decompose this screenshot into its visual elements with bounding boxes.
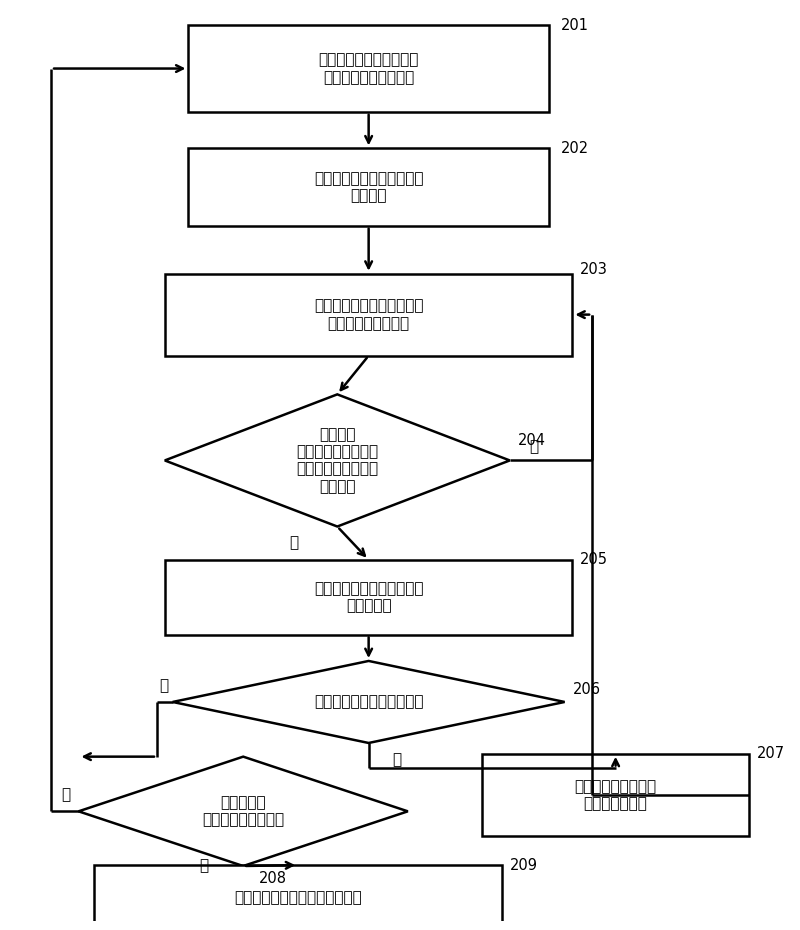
Polygon shape xyxy=(78,757,408,866)
FancyBboxPatch shape xyxy=(188,148,549,226)
Polygon shape xyxy=(165,394,510,526)
Text: 205: 205 xyxy=(580,552,608,567)
Text: 206: 206 xyxy=(573,683,601,698)
Text: 202: 202 xyxy=(561,140,589,156)
Text: 是: 是 xyxy=(290,536,298,551)
Text: 208: 208 xyxy=(259,870,287,885)
Text: 否: 否 xyxy=(530,439,538,454)
Text: 207: 207 xyxy=(757,747,785,762)
FancyBboxPatch shape xyxy=(165,560,573,634)
Text: 所获取到
的名称信息与待释放
句柄对应的名称信息
是否相同: 所获取到 的名称信息与待释放 句柄对应的名称信息 是否相同 xyxy=(296,427,378,494)
Text: 是否能取得
系统中下一个进程号: 是否能取得 系统中下一个进程号 xyxy=(202,795,284,828)
Text: 快照中的模块是否查找完毕: 快照中的模块是否查找完毕 xyxy=(314,695,423,710)
Polygon shape xyxy=(173,661,565,743)
Text: 获取查找到模块的信息中的
名称信息和句柄信息: 获取查找到模块的信息中的 名称信息和句柄信息 xyxy=(314,299,423,331)
Text: 查找上述快照中的第一个模
块的信息: 查找上述快照中的第一个模 块的信息 xyxy=(314,171,423,204)
Text: 201: 201 xyxy=(561,18,589,33)
FancyBboxPatch shape xyxy=(482,754,749,836)
Text: 209: 209 xyxy=(510,857,538,872)
Text: 204: 204 xyxy=(518,433,546,448)
Text: 查找上述快照中的下
一个模块的信息: 查找上述快照中的下 一个模块的信息 xyxy=(574,778,657,811)
Text: 打开已获得进程号的进程
并为所述进程建立快照: 打开已获得进程号的进程 并为所述进程建立快照 xyxy=(318,52,419,85)
FancyBboxPatch shape xyxy=(94,865,502,930)
FancyBboxPatch shape xyxy=(188,25,549,112)
Text: 203: 203 xyxy=(580,261,608,276)
Text: 否: 否 xyxy=(392,752,402,767)
Text: 否: 否 xyxy=(199,858,209,873)
FancyBboxPatch shape xyxy=(165,273,573,355)
Text: 是: 是 xyxy=(62,788,70,803)
Text: 保存所述名称信息对应文件
的句柄信息: 保存所述名称信息对应文件 的句柄信息 xyxy=(314,581,423,614)
Text: 是: 是 xyxy=(159,678,169,693)
Text: 通知进程释放已保存的句柄信息: 通知进程释放已保存的句柄信息 xyxy=(234,890,362,906)
